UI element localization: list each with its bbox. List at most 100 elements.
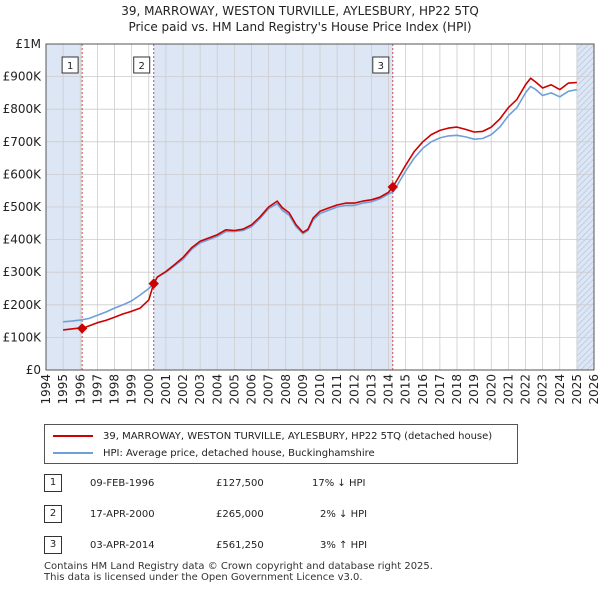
y-tick-label: £400K	[3, 233, 43, 247]
x-tick-label: 2000	[142, 374, 156, 405]
hatch-line	[576, 302, 594, 321]
transaction-hpi-diff: 3% ↑ HPI	[320, 540, 368, 551]
legend-label-hpi: HPI: Average price, detached house, Buck…	[103, 447, 375, 459]
x-tick-label: 2002	[176, 374, 190, 405]
hatch-line	[576, 146, 594, 165]
sale-label-box	[372, 56, 390, 74]
hatch-line	[576, 68, 594, 87]
x-tick-label: 2015	[399, 374, 413, 405]
transaction-date: 03-APR-2014	[90, 540, 155, 551]
sale-label-text: 3	[378, 61, 384, 72]
y-tick-label: £700K	[3, 135, 43, 149]
chart-title-line1: 39, MARROWAY, WESTON TURVILLE, AYLESBURY…	[121, 4, 479, 18]
hatch-line	[576, 104, 594, 123]
x-tick-label: 1997	[90, 374, 104, 405]
transaction-hpi-diff: 17% ↓ HPI	[312, 478, 366, 489]
y-tick-label: £300K	[3, 265, 43, 279]
hatch-line	[576, 140, 594, 159]
legend-swatch-hpi	[53, 452, 93, 454]
transaction-price: £127,500	[216, 478, 264, 489]
hatch-line	[576, 50, 594, 69]
transaction-hpi-diff: 2% ↓ HPI	[320, 509, 368, 520]
sale-label-box	[61, 56, 79, 74]
hatch-line	[576, 164, 594, 183]
hatch-line	[576, 296, 594, 315]
x-tick-label: 2017	[433, 374, 447, 405]
hatch-line	[576, 320, 594, 339]
hatch-line	[576, 128, 594, 147]
x-tick-label: 2024	[553, 374, 567, 405]
y-tick-label: £100K	[3, 330, 43, 344]
legend: 39, MARROWAY, WESTON TURVILLE, AYLESBURY…	[44, 424, 518, 464]
hatch-line	[576, 44, 578, 45]
hatch-line	[576, 200, 594, 219]
x-tick-label: 1998	[108, 374, 122, 405]
y-tick-label: £500K	[3, 200, 43, 214]
hatch-line	[576, 134, 594, 153]
hatch-line	[576, 242, 594, 261]
hatch-line	[576, 308, 594, 327]
x-tick-label: 2022	[519, 374, 533, 405]
hatch-line	[586, 362, 594, 370]
hatch-line	[576, 332, 594, 351]
x-tick-label: 2014	[382, 374, 396, 405]
x-tick-label: 2004	[210, 374, 224, 405]
x-tick-label: 2020	[484, 374, 498, 405]
transaction-number-badge: 3	[44, 536, 62, 554]
hatch-line	[576, 284, 594, 303]
hatch-line	[576, 98, 594, 117]
price-chart: £0 £100K £200K £300K £400K £500K £600K £700K £80…	[3, 37, 600, 405]
hatch-line	[576, 80, 594, 99]
hatch-line	[576, 350, 594, 369]
y-tick-label: £600K	[3, 167, 43, 181]
sale-label-text: 2	[139, 61, 145, 72]
hatch-line	[576, 110, 594, 129]
sale-point	[148, 278, 159, 289]
transaction-date: 17-APR-2000	[90, 509, 155, 520]
x-tick-label: 2016	[416, 374, 430, 405]
hatch-line	[576, 56, 594, 75]
hatch-line	[576, 248, 594, 267]
x-tick-label: 2007	[262, 374, 276, 405]
x-tick-label: 1995	[56, 374, 70, 405]
transaction-row: 1 09-FEB-1996 £127,500 17% ↓ HPI	[44, 474, 464, 494]
hatch-line	[576, 152, 594, 171]
sale-label-box	[133, 56, 151, 74]
x-tick-label: 2019	[467, 374, 481, 405]
hatch-line	[576, 116, 594, 135]
hatch-line	[576, 176, 594, 195]
hatch-line	[576, 158, 594, 177]
transaction-row: 2 17-APR-2000 £265,000 2% ↓ HPI	[44, 505, 464, 525]
transaction-row: 3 03-APR-2014 £561,250 3% ↑ HPI	[44, 536, 464, 556]
hatch-line	[576, 170, 594, 189]
hatch-line	[576, 206, 594, 225]
hatch-line	[576, 338, 594, 357]
sale-point	[387, 181, 398, 193]
hatch-line	[576, 218, 594, 237]
hatch-line	[576, 188, 594, 207]
hatch-line	[576, 62, 594, 81]
hatch-line	[576, 254, 594, 273]
x-tick-label: 2001	[159, 374, 173, 405]
property-series-line	[63, 77, 577, 331]
hatch-line	[576, 86, 594, 105]
hatch-line	[576, 278, 594, 297]
x-tick-label: 1996	[73, 374, 87, 405]
x-tick-label: 2012	[347, 374, 361, 405]
legend-item-property: 39, MARROWAY, WESTON TURVILLE, AYLESBURY…	[53, 428, 492, 444]
transaction-price: £561,250	[216, 540, 264, 551]
x-tick-label: 2006	[245, 374, 259, 405]
x-tick-label: 1999	[125, 374, 139, 405]
hatch-line	[576, 314, 594, 333]
y-tick-label: £900K	[3, 70, 43, 84]
hatch-line	[576, 122, 594, 141]
hatch-line	[576, 344, 594, 363]
hatch-line	[580, 356, 594, 370]
transaction-price: £265,000	[216, 509, 264, 520]
hatch-line	[576, 194, 594, 213]
sale-point	[76, 323, 88, 334]
legend-item-hpi: HPI: Average price, detached house, Buck…	[53, 445, 375, 461]
hatch-line	[576, 44, 594, 63]
x-tick-label: 2023	[536, 374, 550, 405]
hatch-line	[576, 272, 594, 291]
